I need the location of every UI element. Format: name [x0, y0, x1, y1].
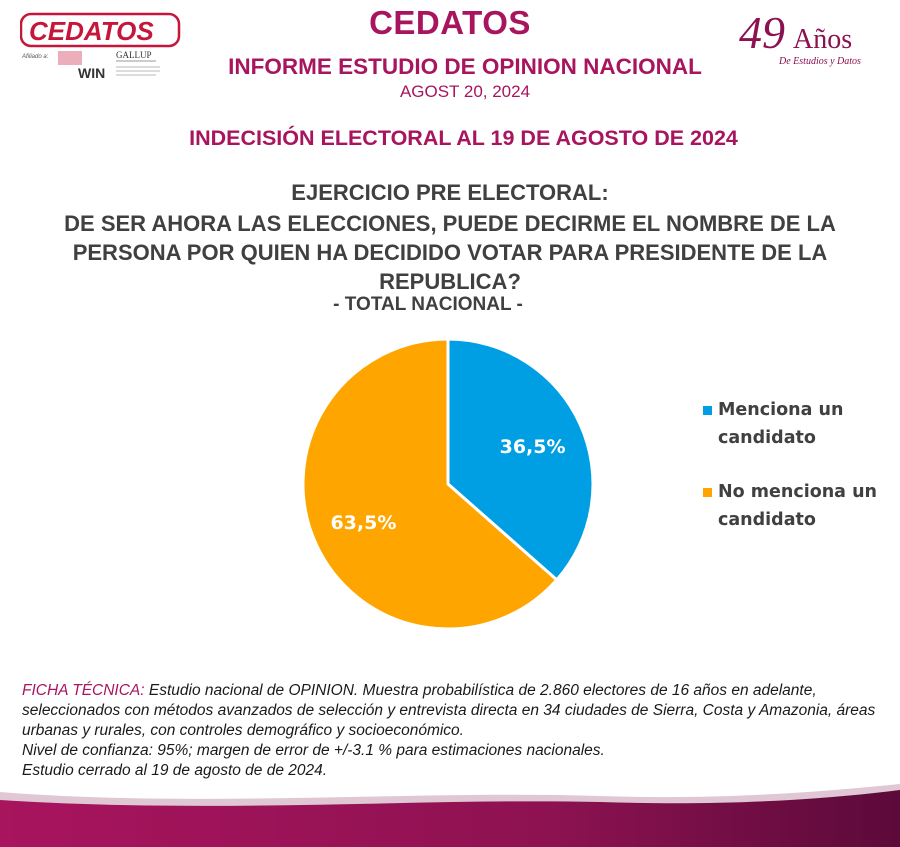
- legend-label-menciona: Menciona un candidato: [718, 400, 844, 448]
- anniversary-number: 49: [739, 7, 785, 58]
- anniversary-subtitle: De Estudios y Datos: [779, 56, 861, 67]
- page-subtitle: INDECISIÓN ELECTORAL AL 19 DE AGOSTO DE …: [189, 126, 738, 150]
- ficha-label: FICHA TÉCNICA:: [22, 682, 145, 699]
- ficha-tecnica: FICHA TÉCNICA: Estudio nacional de OPINI…: [22, 681, 892, 781]
- legend-item-no-menciona: No menciona un candidato: [700, 478, 890, 534]
- anniversary-word: Años: [793, 24, 853, 55]
- legend-label-no-menciona: No menciona un candidato: [718, 482, 877, 530]
- pie-slice-no-menciona: [301, 337, 559, 631]
- report-date: AGOST 20, 2024: [399, 82, 531, 101]
- logo-text: CEDATOS: [29, 16, 154, 46]
- legend-swatch-no-menciona: [703, 488, 712, 497]
- footer-wave: [0, 784, 900, 847]
- question-scope: - TOTAL NACIONAL -: [333, 294, 523, 315]
- win-text: WIN: [78, 65, 105, 81]
- pie-slice-menciona: [446, 337, 595, 582]
- brand-title: CEDATOS: [369, 4, 531, 41]
- chart-legend: Menciona un candidato No menciona un can…: [700, 396, 890, 560]
- gallup-text: GALLUP: [116, 50, 152, 60]
- ficha-closing: Estudio cerrado al 19 de agosto de de 20…: [22, 762, 328, 779]
- legend-item-menciona: Menciona un candidato: [700, 396, 890, 452]
- report-title: INFORME ESTUDIO DE OPINION NACIONAL: [228, 54, 702, 79]
- legend-swatch-menciona: [703, 406, 712, 415]
- ficha-text: Estudio nacional de OPINION. Muestra pro…: [22, 682, 876, 739]
- cedatos-logo: CEDATOS Afiliado a: WIN GALLUP: [20, 12, 181, 81]
- pie-label-no-menciona: 63,5%: [330, 512, 396, 534]
- pie-label-menciona: 36,5%: [500, 436, 566, 458]
- ficha-paragraph: FICHA TÉCNICA: Estudio nacional de OPINI…: [22, 681, 892, 741]
- question-text: DE SER AHORA LAS ELECCIONES, PUEDE DECIR…: [64, 211, 836, 294]
- question-heading: EJERCICIO PRE ELECTORAL:: [291, 180, 609, 205]
- ficha-confidence: Nivel de confianza: 95%; margen de error…: [22, 742, 605, 759]
- anniversary-badge: 49 Años De Estudios y Datos: [735, 10, 885, 72]
- affiliation-label: Afiliado a:: [21, 54, 49, 60]
